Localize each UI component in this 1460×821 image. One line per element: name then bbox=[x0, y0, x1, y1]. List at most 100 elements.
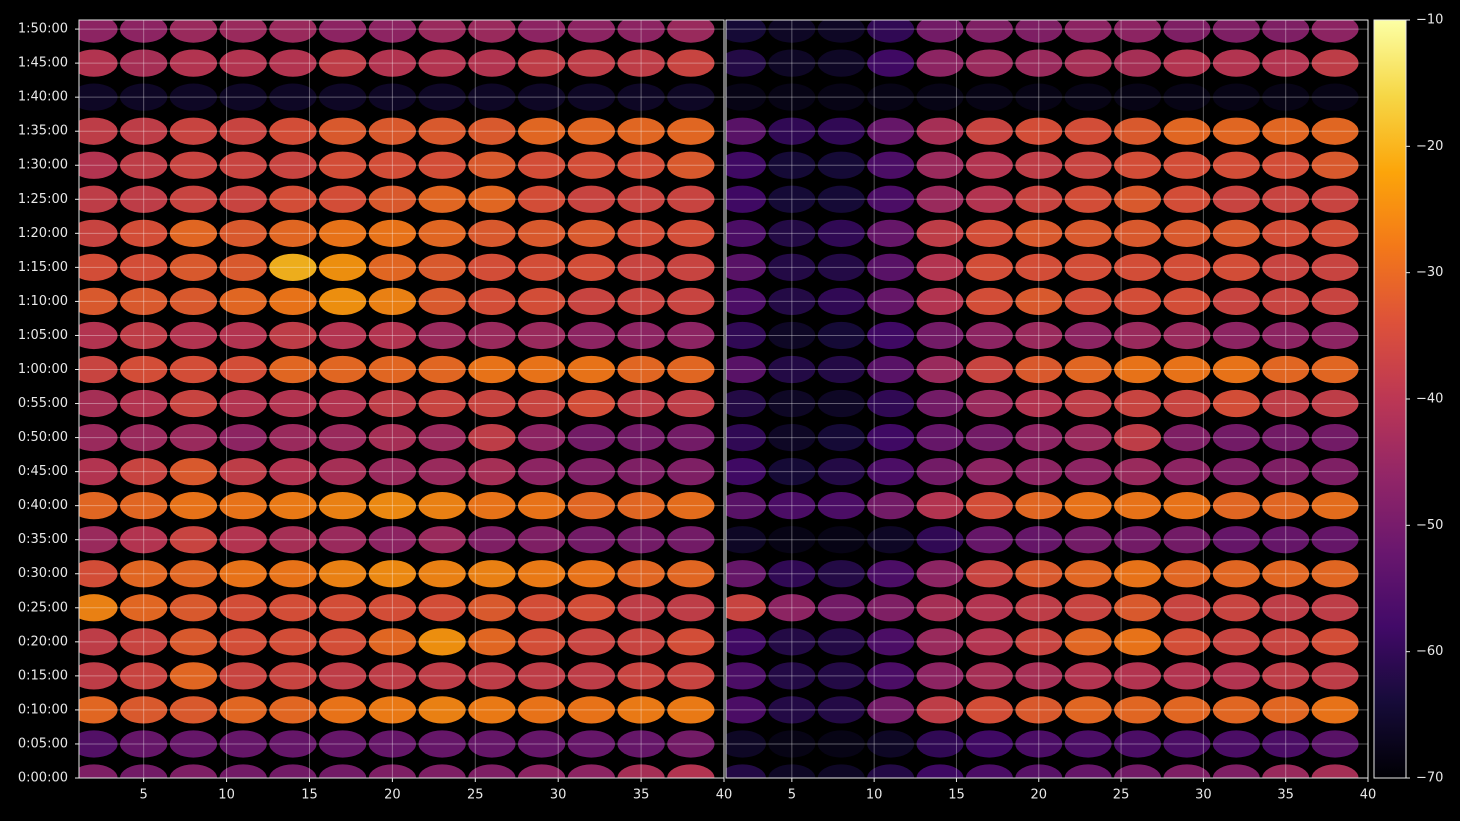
cell bbox=[667, 355, 715, 384]
cell bbox=[817, 20, 865, 43]
cell bbox=[1262, 49, 1310, 77]
cell bbox=[1212, 389, 1260, 418]
cell bbox=[867, 662, 915, 690]
x-tick-label: 5 bbox=[140, 788, 148, 803]
cell bbox=[867, 20, 915, 43]
cell bbox=[667, 185, 715, 213]
cell bbox=[319, 117, 367, 145]
cell bbox=[418, 83, 466, 111]
cell bbox=[916, 560, 964, 588]
cell bbox=[1114, 560, 1161, 588]
cell bbox=[726, 117, 766, 145]
cell bbox=[79, 560, 118, 588]
cell bbox=[79, 219, 118, 247]
y-tick-label: 0:45:00 bbox=[18, 464, 68, 479]
cell bbox=[319, 151, 367, 179]
cell bbox=[1015, 628, 1063, 656]
cell bbox=[319, 696, 367, 724]
cell bbox=[768, 83, 816, 111]
x-tick-label: 40 bbox=[716, 788, 733, 803]
cell bbox=[768, 492, 816, 520]
cell bbox=[368, 151, 417, 179]
cell bbox=[319, 628, 367, 656]
cell bbox=[867, 764, 915, 778]
cell bbox=[965, 83, 1013, 111]
cell bbox=[567, 628, 615, 656]
cell bbox=[567, 560, 615, 588]
cell bbox=[79, 20, 118, 43]
cell bbox=[517, 662, 566, 690]
cell bbox=[768, 389, 816, 418]
cell bbox=[418, 253, 466, 281]
cell bbox=[468, 594, 516, 622]
colorbar-tick-label: −70 bbox=[1416, 771, 1443, 786]
cell bbox=[916, 49, 964, 77]
cell bbox=[916, 458, 964, 486]
cell bbox=[169, 628, 218, 656]
cell bbox=[667, 151, 715, 179]
cell bbox=[120, 83, 168, 111]
cell bbox=[219, 151, 267, 179]
cell bbox=[617, 49, 665, 77]
cell bbox=[169, 696, 218, 724]
cell bbox=[269, 423, 317, 452]
cell bbox=[667, 594, 715, 622]
cell bbox=[916, 287, 964, 316]
cell bbox=[79, 696, 118, 724]
cell bbox=[1064, 423, 1112, 452]
cell bbox=[1163, 458, 1211, 486]
cell bbox=[1212, 492, 1260, 520]
cell bbox=[768, 49, 816, 77]
cell bbox=[617, 355, 665, 384]
cell bbox=[517, 117, 566, 145]
cell bbox=[219, 355, 267, 384]
cell bbox=[468, 628, 516, 656]
cell bbox=[916, 219, 964, 247]
cell bbox=[1212, 287, 1260, 316]
cell bbox=[617, 151, 665, 179]
cell bbox=[517, 458, 566, 486]
y-tick-label: 0:25:00 bbox=[18, 600, 68, 615]
cell bbox=[617, 628, 665, 656]
cell bbox=[667, 526, 715, 554]
cell bbox=[965, 355, 1013, 384]
cell bbox=[319, 560, 367, 588]
y-tick-label: 1:05:00 bbox=[18, 328, 68, 343]
cell bbox=[120, 253, 168, 281]
cell bbox=[368, 764, 417, 778]
x-tick-label: 25 bbox=[467, 788, 484, 803]
cell bbox=[965, 628, 1013, 656]
cell bbox=[468, 696, 516, 724]
cell bbox=[468, 492, 516, 520]
cell bbox=[916, 253, 964, 281]
cell bbox=[120, 628, 168, 656]
colorbar-tick-label: −50 bbox=[1416, 518, 1443, 533]
cell bbox=[468, 560, 516, 588]
cell bbox=[79, 355, 118, 384]
cell bbox=[726, 696, 766, 724]
cell bbox=[567, 696, 615, 724]
cell bbox=[726, 185, 766, 213]
cell bbox=[1114, 49, 1161, 77]
cell bbox=[726, 355, 766, 384]
x-tick-label: 25 bbox=[1113, 788, 1130, 803]
cell bbox=[1311, 594, 1359, 622]
cell bbox=[219, 117, 267, 145]
cell bbox=[468, 117, 516, 145]
y-tick-label: 1:25:00 bbox=[18, 192, 68, 207]
colorbar-tick-label: −40 bbox=[1416, 392, 1443, 407]
cell bbox=[269, 628, 317, 656]
cell bbox=[1262, 253, 1310, 281]
cell bbox=[79, 117, 118, 145]
cell bbox=[1262, 355, 1310, 384]
cell bbox=[1212, 458, 1260, 486]
cell bbox=[1114, 185, 1161, 213]
cell bbox=[219, 185, 267, 213]
cell bbox=[867, 287, 915, 316]
cell bbox=[120, 151, 168, 179]
cell bbox=[867, 151, 915, 179]
cell bbox=[169, 185, 218, 213]
cell bbox=[1311, 20, 1359, 43]
cell bbox=[1015, 662, 1063, 690]
cell bbox=[169, 287, 218, 316]
